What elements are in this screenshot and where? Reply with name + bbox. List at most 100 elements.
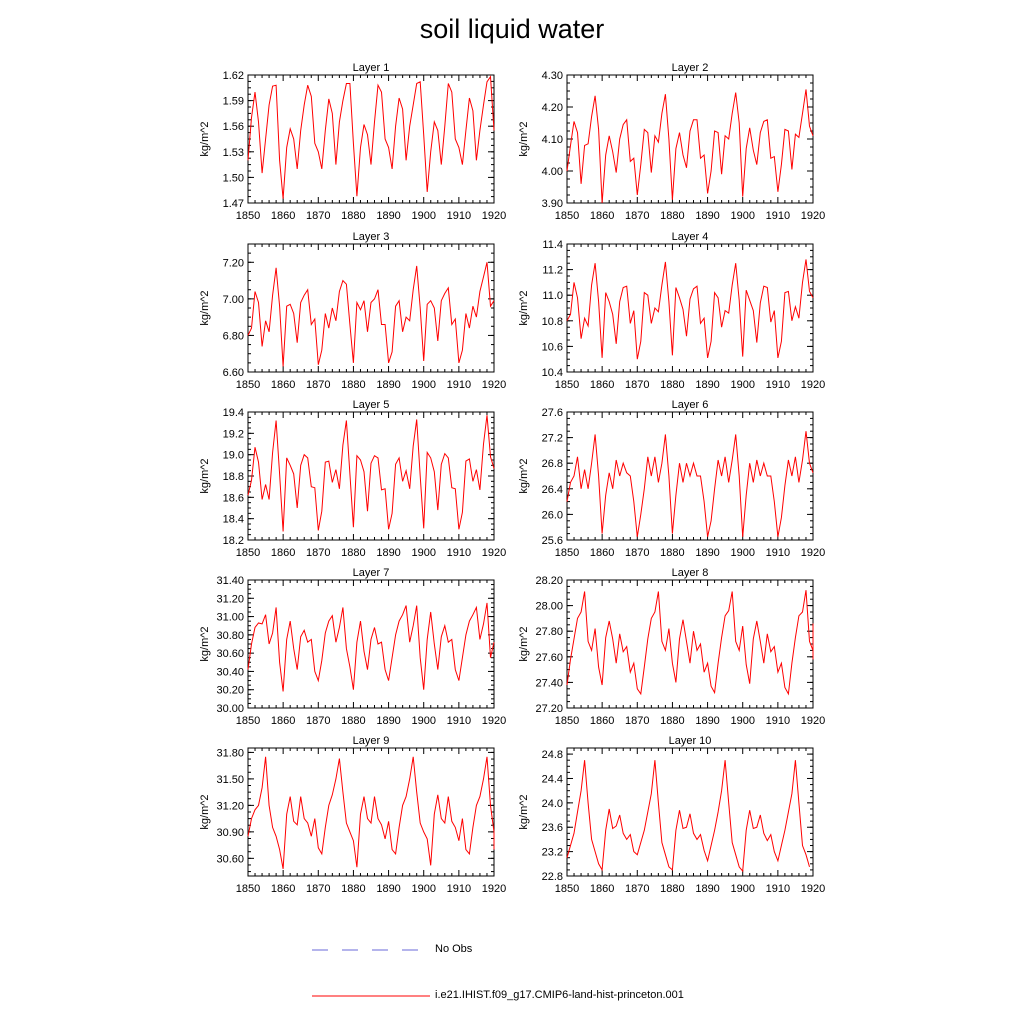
y-tick-label: 19.2: [223, 428, 244, 440]
y-tick-label: 23.6: [542, 822, 563, 834]
y-tick-label: 31.40: [216, 575, 244, 587]
y-tick-label: 24.4: [542, 773, 563, 785]
series-line: [566, 89, 814, 204]
x-tick-label: 1920: [801, 715, 825, 727]
x-tick-label: 1890: [376, 210, 400, 222]
y-axis-label: kg/m^2: [518, 458, 530, 493]
x-tick-label: 1850: [555, 715, 579, 727]
panel-8: Layer 8 1850 1860 1870 1880 1890 1900 1910 1920 2…: [518, 567, 825, 727]
series-line: [566, 431, 814, 537]
x-tick-label: 1890: [695, 547, 719, 559]
x-tick-label: 1870: [625, 715, 649, 727]
y-tick-label: 7.00: [223, 294, 244, 306]
x-tick-label: 1890: [376, 379, 400, 391]
series-line: [247, 756, 495, 869]
y-axis-label: kg/m^2: [518, 290, 530, 325]
y-tick-label: 27.40: [535, 677, 563, 689]
y-tick-label: 1.53: [223, 147, 244, 159]
y-tick-label: 26.4: [542, 484, 563, 496]
y-tick-label: 31.20: [216, 593, 244, 605]
x-tick-label: 1860: [590, 379, 614, 391]
x-tick-label: 1870: [625, 210, 649, 222]
x-tick-label: 1910: [766, 883, 790, 895]
x-tick-label: 1850: [236, 883, 260, 895]
y-tick-label: 27.80: [535, 626, 563, 638]
x-tick-label: 1860: [590, 547, 614, 559]
x-tick-label: 1900: [730, 547, 754, 559]
x-tick-label: 1880: [660, 379, 684, 391]
y-tick-label: 19.0: [223, 450, 244, 462]
plot-frame: [566, 747, 814, 877]
x-tick-label: 1860: [271, 715, 295, 727]
x-tick-label: 1900: [411, 883, 435, 895]
x-tick-label: 1850: [236, 547, 260, 559]
y-axis-label: kg/m^2: [518, 794, 530, 829]
x-tick-label: 1900: [411, 379, 435, 391]
y-tick-label: 28.20: [535, 575, 563, 587]
x-tick-label: 1850: [555, 883, 579, 895]
y-tick-label: 6.60: [223, 367, 244, 379]
x-tick-label: 1880: [341, 210, 365, 222]
x-tick-label: 1870: [306, 547, 330, 559]
y-tick-label: 30.60: [216, 853, 244, 865]
x-tick-label: 1920: [482, 547, 506, 559]
x-tick-label: 1860: [271, 883, 295, 895]
x-tick-label: 1890: [695, 715, 719, 727]
x-tick-label: 1870: [625, 379, 649, 391]
y-tick-label: 3.90: [542, 198, 563, 210]
y-tick-label: 1.59: [223, 96, 244, 108]
panel-10: Layer 10 1850 1860 1870 1880 1890 1900 1910 1920…: [518, 735, 825, 895]
panel-4: Layer 4 1850 1860 1870 1880 1890 1900 1910 1920 1…: [518, 231, 825, 391]
x-tick-label: 1850: [236, 715, 260, 727]
y-tick-label: 27.6: [542, 407, 563, 419]
x-tick-label: 1910: [447, 547, 471, 559]
series-line: [247, 262, 495, 367]
y-tick-label: 28.00: [535, 601, 563, 613]
y-tick-label: 1.50: [223, 172, 244, 184]
x-tick-label: 1870: [625, 547, 649, 559]
y-tick-label: 10.6: [542, 341, 563, 353]
panel-2: Layer 2 1850 1860 1870 1880 1890 1900 1910 1920 3…: [518, 62, 825, 222]
y-tick-label: 1.56: [223, 121, 244, 133]
x-tick-label: 1850: [236, 379, 260, 391]
series-line: [247, 415, 495, 532]
y-tick-label: 26.8: [542, 458, 563, 470]
x-tick-label: 1900: [730, 379, 754, 391]
panel-5: Layer 5 1850 1860 1870 1880 1890 1900 1910 1920 1…: [199, 399, 506, 559]
y-tick-label: 24.8: [542, 749, 563, 761]
x-tick-label: 1890: [376, 715, 400, 727]
x-tick-label: 1880: [660, 883, 684, 895]
y-tick-label: 22.8: [542, 871, 563, 883]
y-axis-label: kg/m^2: [518, 121, 530, 156]
y-tick-label: 18.4: [223, 514, 244, 526]
y-tick-label: 27.20: [535, 703, 563, 715]
panel-6: Layer 6 1850 1860 1870 1880 1890 1900 1910 1920 2…: [518, 399, 825, 559]
x-tick-label: 1890: [376, 547, 400, 559]
x-tick-label: 1900: [730, 715, 754, 727]
y-tick-label: 26.0: [542, 509, 563, 521]
x-tick-label: 1910: [447, 883, 471, 895]
panel-title: Layer 6: [672, 399, 709, 411]
x-tick-label: 1880: [341, 379, 365, 391]
x-tick-label: 1860: [271, 210, 295, 222]
y-tick-label: 11.4: [542, 239, 563, 251]
y-axis-label: kg/m^2: [518, 626, 530, 661]
y-tick-label: 18.6: [223, 492, 244, 504]
panel-9: Layer 9 1850 1860 1870 1880 1890 1900 1910 1920 3…: [199, 735, 506, 895]
series-line: [247, 75, 495, 199]
x-tick-label: 1920: [482, 883, 506, 895]
x-tick-label: 1920: [482, 210, 506, 222]
y-tick-label: 27.2: [542, 433, 563, 445]
y-tick-label: 30.00: [216, 703, 244, 715]
panel-title: Layer 2: [672, 62, 709, 74]
panel-title: Layer 10: [669, 735, 712, 747]
y-axis-label: kg/m^2: [199, 626, 211, 661]
y-tick-label: 31.00: [216, 612, 244, 624]
x-tick-label: 1850: [555, 379, 579, 391]
y-tick-label: 11.0: [542, 290, 563, 302]
x-tick-label: 1860: [590, 210, 614, 222]
legend-model-label: i.e21.IHIST.f09_g17.CMIP6-land-hist-prin…: [435, 989, 684, 1001]
x-tick-label: 1920: [801, 379, 825, 391]
x-tick-label: 1860: [271, 547, 295, 559]
